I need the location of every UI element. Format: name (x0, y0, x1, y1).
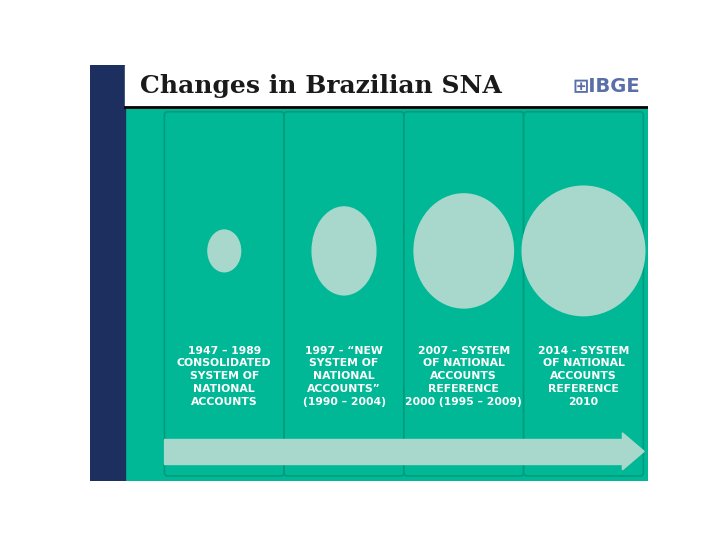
Text: 2007 – SYSTEM
OF NATIONAL
ACCOUNTS
REFERENCE
2000 (1995 – 2009): 2007 – SYSTEM OF NATIONAL ACCOUNTS REFER… (405, 346, 522, 407)
FancyBboxPatch shape (404, 112, 523, 476)
Ellipse shape (413, 193, 514, 309)
Text: Changes in Brazilian SNA: Changes in Brazilian SNA (140, 74, 503, 98)
Ellipse shape (207, 230, 241, 273)
Bar (163, 439, 622, 464)
Ellipse shape (521, 185, 646, 316)
Bar (90, 65, 125, 481)
Text: ⊞IBGE: ⊞IBGE (572, 77, 640, 96)
Text: 1997 - “NEW
SYSTEM OF
NATIONAL
ACCOUNTS”
(1990 – 2004): 1997 - “NEW SYSTEM OF NATIONAL ACCOUNTS”… (302, 346, 385, 407)
FancyBboxPatch shape (284, 112, 404, 476)
Ellipse shape (312, 206, 377, 295)
Text: 2014 - SYSTEM
OF NATIONAL
ACCOUNTS
REFERENCE
2010: 2014 - SYSTEM OF NATIONAL ACCOUNTS REFER… (538, 346, 629, 407)
Bar (125, 107, 648, 481)
FancyBboxPatch shape (523, 112, 644, 476)
FancyBboxPatch shape (164, 112, 284, 476)
Text: 1947 – 1989
CONSOLIDATED
SYSTEM OF
NATIONAL
ACCOUNTS: 1947 – 1989 CONSOLIDATED SYSTEM OF NATIO… (177, 346, 271, 407)
Polygon shape (622, 433, 644, 470)
Bar (125, 65, 648, 107)
